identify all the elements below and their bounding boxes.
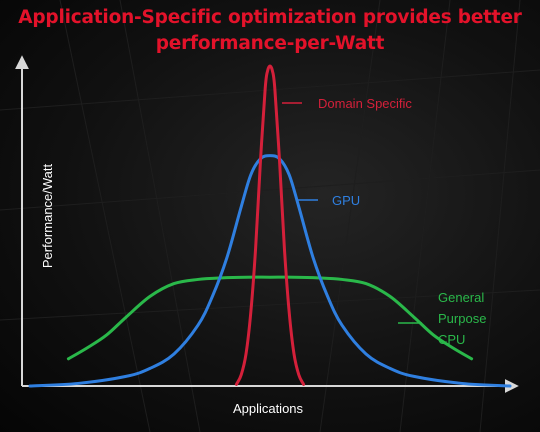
series-line-domain-specific — [234, 64, 306, 386]
series-label-gpu-line-1: GPU — [332, 193, 360, 208]
series-label-general-purpose-cpu-line-3: CPU — [438, 332, 465, 347]
series-label-domain-specific-line-1: Domain Specific — [318, 96, 412, 111]
series-line-gpu — [28, 154, 512, 388]
series-label-layer: Domain Specific GPU General Purpose CPU — [282, 96, 486, 347]
series-line-general-purpose-cpu — [66, 275, 474, 361]
series-label-general-purpose-cpu-line-1: General — [438, 290, 484, 305]
chart-title-line-2: performance-per-Watt — [155, 33, 385, 54]
y-axis-label: Performance/Watt — [40, 163, 55, 268]
x-axis-label: Applications — [233, 401, 304, 416]
series-label-general-purpose-cpu-line-2: Purpose — [438, 311, 486, 326]
chart-title-line-1: Application-Specific optimization provid… — [18, 7, 522, 28]
series-layer — [28, 64, 512, 388]
